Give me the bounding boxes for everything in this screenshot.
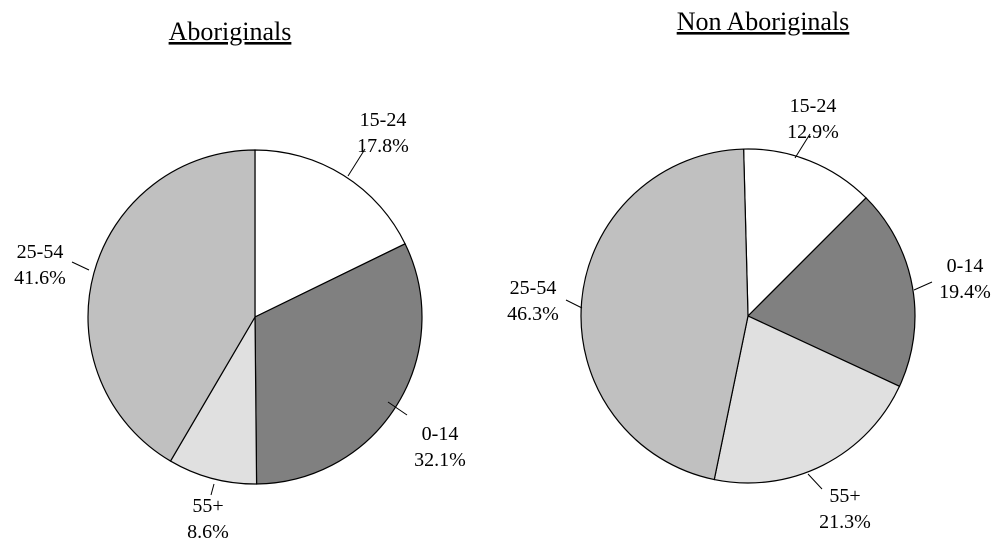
slice-category-label: 55+ [829,485,860,507]
slice-value-label: 8.6% [187,521,229,543]
leader-line [565,299,583,309]
pie-slice-15-24 [254,149,406,318]
slice-category-label: 25-54 [510,277,557,299]
leader-line [347,148,366,177]
pie-aboriginals [87,149,423,485]
slice-value-label: 41.6% [14,267,66,289]
slice-category-label: 0-14 [422,423,459,445]
leader-line [794,133,811,159]
slice-category-label: 55+ [192,495,223,517]
leader-line [71,261,90,271]
pie-slice-0-14 [746,197,916,388]
slice-category-label: 25-54 [17,241,64,263]
slice-value-label: 46.3% [507,303,559,325]
pie-slice-0-14 [254,243,423,485]
leader-line [913,281,933,291]
pie-slice-15-24 [743,148,867,318]
pie-non-aboriginals [580,148,916,484]
slice-value-label: 17.8% [357,135,409,157]
slice-value-label: 32.1% [414,449,466,471]
leader-line [387,401,408,416]
chart-title-non-aboriginals: Non Aboriginals [677,7,850,36]
slice-category-label: 0-14 [947,255,984,277]
slice-category-label: 15-24 [790,95,837,117]
slice-category-label: 15-24 [360,109,407,131]
pie-slice-55plus [169,314,258,485]
leader-line [807,473,823,490]
slice-value-label: 19.4% [939,281,991,303]
pie-slice-25-54 [87,149,256,462]
pie-slice-55plus [713,315,901,484]
pie-slice-25-54 [580,148,749,481]
slice-value-label: 21.3% [819,511,871,533]
slice-value-label: 12.9% [787,121,839,143]
leader-line [210,483,215,496]
chart-title-aboriginals: Aboriginals [169,17,292,46]
